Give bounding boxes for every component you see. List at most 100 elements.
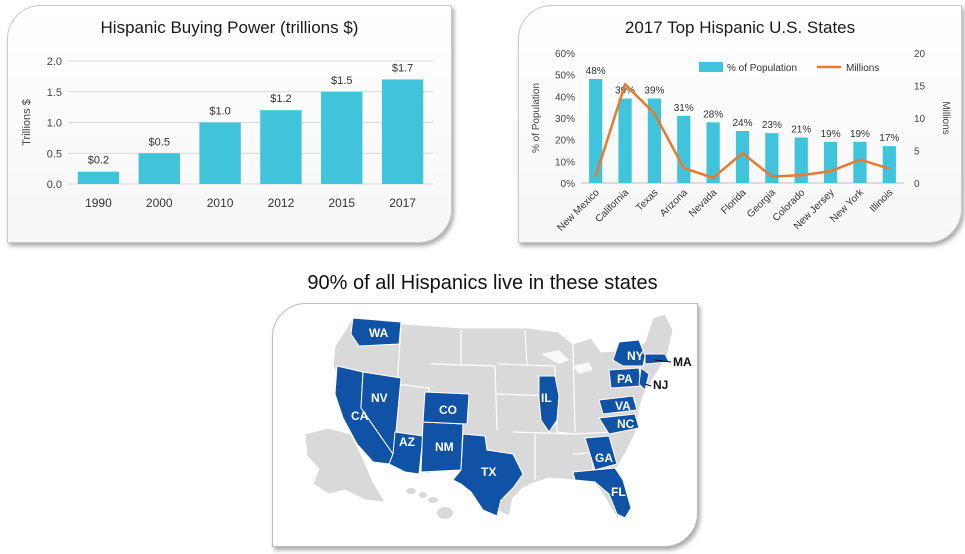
map-heading: 90% of all Hispanics live in these state… [307, 272, 658, 294]
highlighted-states [334, 317, 670, 519]
label-il: IL [541, 391, 552, 405]
bar [381, 79, 424, 184]
state-ny [612, 339, 646, 367]
bar-data-label: 28% [703, 109, 723, 120]
state-il [538, 375, 560, 433]
us-map-panel: WA NV CA CO AZ NM TX IL NY MA PA NJ VA N… [272, 303, 698, 547]
label-nm: NM [435, 440, 454, 454]
bar [77, 171, 120, 184]
state-ma [644, 353, 670, 365]
millions-line [594, 82, 890, 180]
label-pa: PA [617, 372, 633, 386]
state-labels: WA NV CA CO AZ NM TX IL NY MA PA NJ VA N… [351, 326, 692, 499]
bar-data-label: 39% [644, 86, 664, 97]
nj-pointer [644, 383, 652, 387]
label-co: CO [439, 403, 457, 417]
bar-data-label: $0.2 [88, 155, 109, 167]
bar [794, 137, 808, 183]
state-ga [584, 435, 618, 471]
state-nj [638, 367, 650, 391]
y-tick-label: 30% [555, 114, 575, 125]
bar-data-label: 24% [732, 118, 752, 129]
bar-data-label: 21% [791, 125, 811, 136]
y-tick-label: 2.0 [47, 56, 62, 68]
bar [260, 110, 302, 184]
bar-data-label: 31% [674, 103, 694, 114]
state-co [422, 391, 470, 425]
bar [199, 122, 241, 184]
bar-data-label: 48% [586, 66, 606, 77]
x-tick-label: 2000 [146, 196, 173, 210]
state-alaska [304, 427, 386, 503]
x-tick-label: Nevada [687, 187, 719, 219]
bar [706, 122, 720, 183]
bar [823, 141, 838, 183]
y-tick-label: 0.5 [47, 148, 62, 160]
bar-data-label: 19% [850, 129, 870, 140]
top-states-chart: 0% 10% 20% 30% 40% 50% 60% 0 5 10 15 20 % of Populat… [531, 49, 951, 234]
y2-tick-label: 20 [914, 49, 926, 60]
y-axis-label: % of Population [531, 83, 542, 153]
y2-tick-label: 10 [914, 114, 926, 125]
x-tick-label: Illinois [868, 187, 895, 214]
y2-axis-label: Millions [940, 101, 951, 134]
state-va [598, 395, 638, 415]
label-ga: GA [595, 451, 613, 465]
bar-data-label: 17% [879, 133, 899, 144]
x-tick-label: New Mexico [556, 187, 603, 234]
state-fl [572, 467, 632, 519]
bar [618, 98, 632, 183]
y-tick-label: 40% [555, 92, 575, 103]
x-tick-label: 1990 [85, 196, 112, 210]
x-tick-label: 2015 [328, 196, 355, 210]
y-tick-label: 60% [555, 49, 575, 60]
buying-power-chart: 0.0 0.5 1.0 1.5 2.0 Trillions $ $0.2 1990 $0.5 20… [21, 56, 433, 210]
bar [138, 153, 180, 184]
top-states-panel: 2017 Top Hispanic U.S. States 0% 10% 20% 30… [518, 5, 962, 243]
label-wa: WA [369, 326, 389, 340]
x-tick-label: Texas [634, 187, 660, 213]
x-tick-label: 2012 [268, 196, 295, 210]
bar-data-label: 39% [615, 86, 635, 97]
x-tick-label: 2010 [207, 196, 234, 210]
state-wa [350, 317, 402, 347]
state-hawaii [406, 488, 453, 519]
y-tick-label: 1.5 [47, 87, 62, 99]
label-nv: NV [371, 391, 388, 405]
bar-data-label: $0.5 [149, 136, 170, 148]
bar-data-label: $1.5 [331, 75, 352, 87]
state-tx [452, 433, 524, 517]
y-tick-label: 0.0 [47, 179, 62, 191]
y2-tick-label: 5 [914, 147, 920, 158]
bar [647, 98, 662, 183]
bar [853, 141, 867, 183]
y-tick-label: 20% [555, 136, 575, 147]
bar-data-label: 19% [821, 129, 841, 140]
buying-power-title: Hispanic Buying Power (trillions $) [100, 18, 359, 37]
bar-data-label: 23% [762, 120, 782, 131]
y2-tick-label: 0 [914, 179, 920, 190]
ma-pointer [654, 359, 672, 363]
bar [765, 133, 779, 183]
x-tick-label: New York [828, 187, 866, 225]
y-tick-label: 0% [561, 179, 576, 190]
x-tick-label: Arizona [658, 187, 690, 219]
top-states-title: 2017 Top Hispanic U.S. States [624, 18, 856, 37]
bar-data-label: $1.0 [209, 106, 230, 118]
us-map: WA NV CA CO AZ NM TX IL NY MA PA NJ VA N… [304, 313, 692, 519]
bar-data-label: $1.7 [392, 62, 413, 74]
label-ca: CA [351, 409, 369, 423]
label-ma: MA [673, 355, 692, 369]
label-fl: FL [611, 485, 626, 499]
bar [589, 79, 603, 183]
state-nc [598, 413, 640, 435]
legend-label-bars: % of Population [727, 63, 797, 74]
legend-label-line: Millions [846, 63, 879, 74]
label-va: VA [615, 399, 631, 413]
y-tick-label: 50% [555, 71, 575, 82]
label-nc: NC [617, 417, 635, 431]
label-nj: NJ [653, 378, 668, 392]
y-tick-label: 1.0 [47, 118, 62, 130]
y-axis-label: Trillions $ [21, 99, 33, 146]
bar [882, 146, 896, 183]
